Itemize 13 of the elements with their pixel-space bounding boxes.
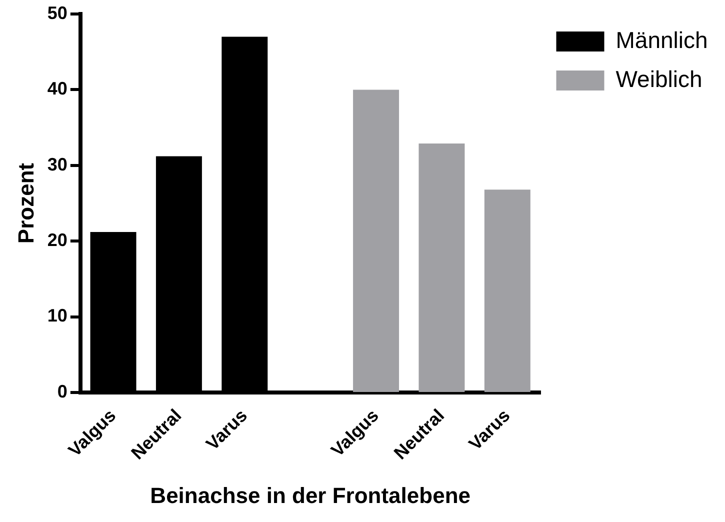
x-axis-title: Beinachse in der Frontalebene	[150, 482, 470, 508]
y-tick-label: 0	[57, 381, 68, 402]
bar	[418, 143, 465, 392]
legend-label: Männlich	[616, 26, 708, 53]
y-tick-label: 40	[47, 78, 68, 99]
bar	[484, 190, 530, 392]
y-tick-label: 10	[47, 306, 68, 326]
y-axis-title: Prozent	[13, 162, 38, 244]
y-tick-label: 30	[47, 154, 68, 174]
legend-label: Weiblich	[616, 66, 702, 92]
y-tick-label: 20	[47, 230, 68, 250]
bar	[353, 90, 400, 392]
y-tick-label: 50	[47, 2, 68, 23]
